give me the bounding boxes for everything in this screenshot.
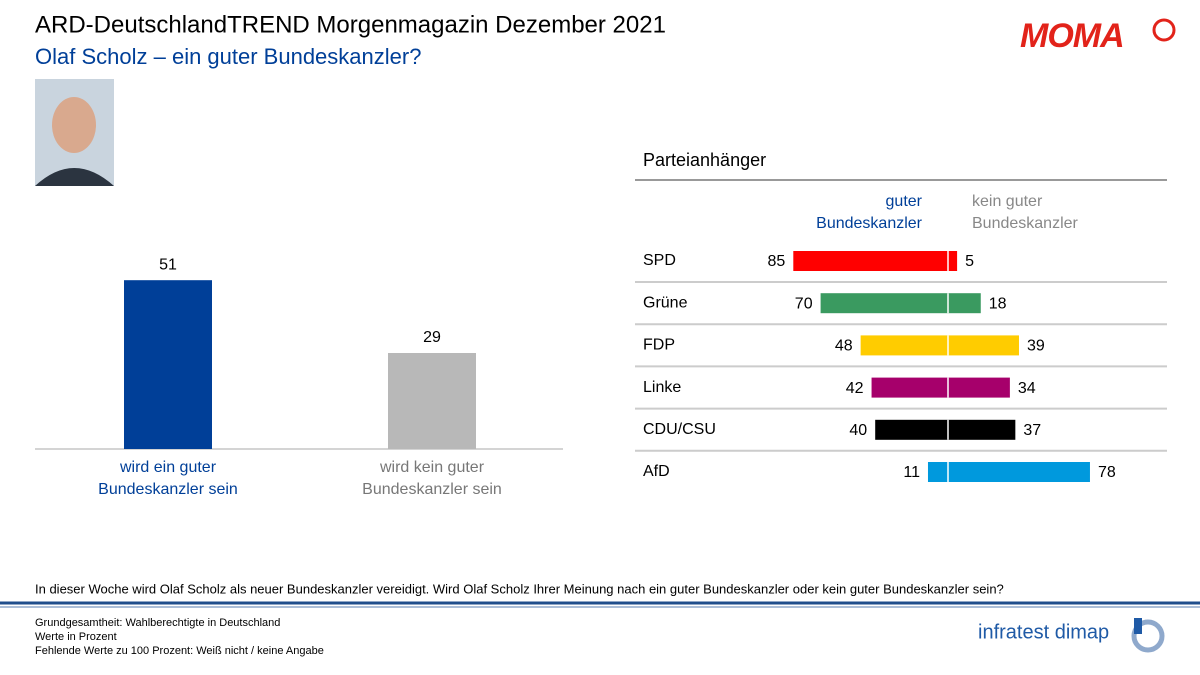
category-label: wird ein guter Bundeskanzler sein <box>98 459 238 498</box>
footnote: Fehlende Werte zu 100 Prozent: Weiß nich… <box>35 645 324 657</box>
bar-right <box>948 293 981 314</box>
value-label: 40 <box>849 422 867 439</box>
bar-left <box>820 293 948 314</box>
bar <box>124 280 212 449</box>
bar-left <box>875 419 948 440</box>
value-label: 39 <box>1027 338 1045 355</box>
bar <box>388 353 476 449</box>
chart-title: Parteianhänger <box>643 150 766 170</box>
legend-entry: guter Bundeskanzler <box>816 193 922 232</box>
category-label: wird kein guter Bundeskanzler sein <box>362 459 502 498</box>
category-label: AfD <box>643 463 670 480</box>
subtitle: Olaf Scholz – ein guter Bundeskanzler? <box>35 44 421 69</box>
bar-right <box>948 335 1019 356</box>
category-label: Grüne <box>643 294 688 311</box>
bar-right <box>948 462 1090 482</box>
logo-icon <box>1152 18 1176 42</box>
legend-entry: kein guter Bundeskanzler <box>972 193 1078 232</box>
bar-right <box>948 377 1010 398</box>
logo: MOMA <box>1020 17 1124 55</box>
question: In dieser Woche wird Olaf Scholz als neu… <box>35 581 1004 596</box>
value-label: 70 <box>795 295 813 312</box>
category-label: Linke <box>643 379 681 396</box>
value-label: 34 <box>1018 380 1036 397</box>
category-label: FDP <box>643 337 675 354</box>
bar-left <box>927 462 948 482</box>
footnote: Werte in Prozent <box>35 631 117 643</box>
value-label: 29 <box>423 329 441 346</box>
value-label: 37 <box>1023 422 1041 439</box>
source-icon-bar <box>1134 618 1142 634</box>
photo-face <box>52 97 96 153</box>
footnote: Grundgesamtheit: Wahlberechtigte in Deut… <box>35 617 280 629</box>
value-label: 11 <box>903 464 920 481</box>
bar-right <box>948 251 958 271</box>
value-label: 51 <box>159 256 177 273</box>
value-label: 5 <box>965 253 974 270</box>
value-label: 85 <box>768 253 786 270</box>
value-label: 48 <box>835 338 853 355</box>
category-label: CDU/CSU <box>643 421 716 438</box>
bar-right <box>948 419 1016 440</box>
value-label: 78 <box>1098 464 1116 481</box>
photo-suit <box>35 168 114 186</box>
source: infratest dimap <box>978 621 1109 643</box>
title: ARD-DeutschlandTREND Morgenmagazin Dezem… <box>35 11 666 38</box>
bar-left <box>793 251 948 271</box>
category-label: SPD <box>643 252 676 269</box>
source-icon <box>1131 619 1165 653</box>
bar-left <box>860 335 948 356</box>
value-label: 42 <box>846 380 864 397</box>
bar-left <box>871 377 948 398</box>
value-label: 18 <box>989 295 1007 312</box>
